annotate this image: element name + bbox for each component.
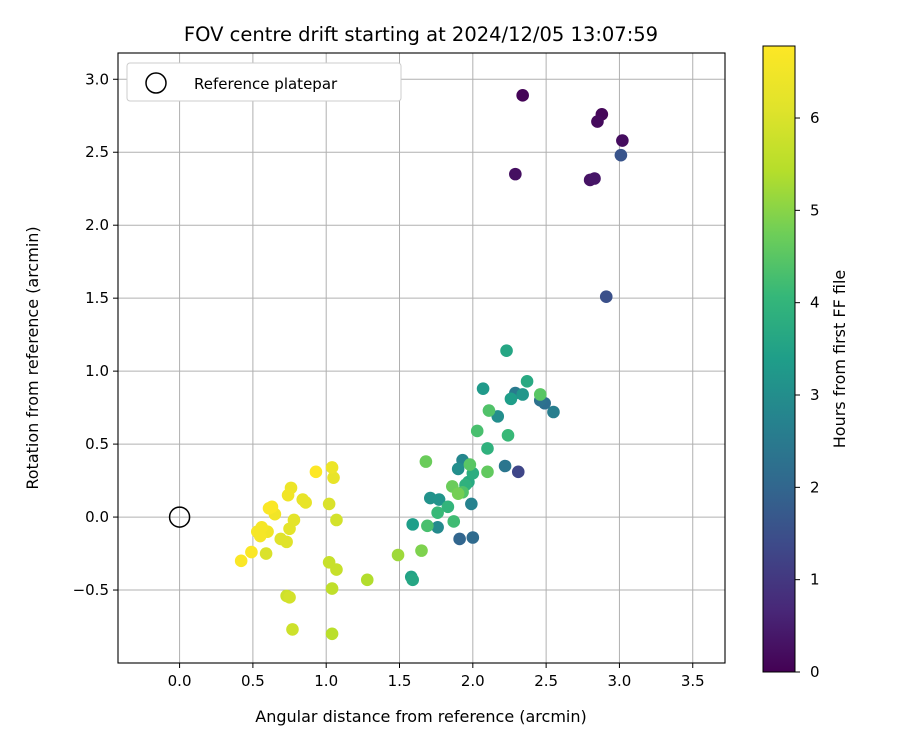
colorbar-tick-label: 0 [810, 663, 820, 681]
data-point [325, 627, 339, 641]
x-tick-label: 0.0 [168, 672, 192, 690]
legend-marker [145, 72, 167, 94]
data-point [501, 429, 515, 442]
data-point [287, 513, 301, 527]
data-point [431, 506, 444, 519]
data-point [330, 513, 343, 527]
data-point [431, 520, 444, 534]
data-point [415, 544, 428, 557]
y-axis-label: Rotation from reference (arcmin) [23, 226, 42, 489]
data-point [253, 529, 267, 543]
data-point [309, 465, 323, 479]
plot-frame [117, 52, 726, 664]
colorbar-label: Hours from first FF file [830, 270, 849, 449]
data-point [599, 290, 613, 304]
data-point [406, 573, 420, 587]
data-point [481, 465, 494, 479]
colorbar-tick-label: 2 [810, 478, 820, 496]
x-axis-ticks: 0.0 0.5 1.0 1.5 2.0 2.5 3.0 3.5 [168, 663, 705, 690]
colorbar-tick-label: 3 [810, 386, 820, 404]
colorbar-tick-label: 4 [810, 294, 820, 312]
data-point [476, 382, 490, 395]
y-tick-label: 0.5 [85, 435, 109, 453]
x-axis-label: Angular distance from reference (arcmin) [255, 707, 586, 726]
data-point [547, 405, 560, 419]
colorbar-tick-label: 1 [810, 571, 820, 589]
data-point [274, 532, 288, 546]
data-point [432, 493, 446, 506]
legend-label: Reference platepar [194, 75, 338, 93]
data-point [406, 518, 420, 531]
colorbar [762, 45, 796, 673]
data-point [327, 471, 340, 484]
colorbar-ticks: 0 1 2 3 4 5 6 [795, 109, 820, 681]
data-point [616, 134, 629, 147]
data-point [465, 497, 478, 511]
grid [118, 53, 725, 663]
y-tick-label: 1.0 [85, 362, 109, 380]
data-point [516, 89, 529, 102]
y-tick-label: 3.0 [85, 70, 109, 88]
x-tick-label: 1.0 [314, 672, 338, 690]
legend: Reference platepar [126, 62, 402, 102]
data-point [482, 404, 496, 417]
data-point [286, 623, 299, 636]
data-point [463, 458, 477, 471]
data-point [498, 459, 512, 473]
y-tick-label: 2.5 [85, 143, 109, 161]
colorbar-tick-label: 5 [810, 201, 820, 219]
data-point [511, 465, 525, 479]
data-point [520, 375, 534, 388]
data-point [283, 591, 296, 604]
data-point [234, 554, 248, 568]
y-tick-label: 1.5 [85, 289, 109, 307]
data-point [500, 344, 513, 358]
reference-marker [168, 506, 191, 528]
data-point [504, 392, 518, 406]
data-points [234, 89, 629, 641]
data-point [360, 573, 374, 587]
y-axis-ticks: −0.5 0.0 0.5 1.0 1.5 2.0 2.5 3.0 [73, 70, 118, 599]
data-point [509, 167, 522, 181]
data-point [470, 424, 484, 438]
data-point [451, 462, 465, 476]
x-tick-label: 2.5 [534, 672, 558, 690]
data-point [591, 115, 604, 128]
data-point [516, 388, 529, 401]
y-tick-label: −0.5 [73, 581, 109, 599]
x-tick-label: 2.0 [461, 672, 485, 690]
data-point [441, 500, 455, 514]
data-point [281, 488, 295, 502]
y-tick-label: 2.0 [85, 216, 109, 234]
data-point [265, 500, 279, 514]
data-point [325, 461, 339, 474]
data-point [451, 487, 465, 501]
x-tick-label: 1.5 [388, 672, 412, 690]
data-point [481, 442, 494, 455]
legend-box [126, 62, 402, 102]
data-point [419, 455, 433, 468]
data-point [325, 582, 339, 595]
x-tick-label: 0.5 [241, 672, 265, 690]
data-point [614, 148, 628, 162]
data-point [245, 545, 258, 559]
data-point [299, 496, 312, 509]
data-point [322, 556, 336, 569]
data-point [453, 532, 466, 546]
y-tick-label: 0.0 [85, 508, 109, 526]
data-point [447, 515, 461, 528]
data-point [259, 547, 273, 560]
data-point [322, 497, 336, 511]
chart-title: FOV centre drift starting at 2024/12/05 … [184, 23, 658, 46]
x-tick-label: 3.5 [681, 672, 705, 690]
colorbar-tick-label: 6 [810, 109, 820, 127]
data-point [466, 531, 480, 544]
data-point [391, 548, 405, 562]
data-point [588, 172, 601, 185]
data-point [421, 519, 434, 533]
data-point [533, 388, 547, 401]
x-tick-label: 3.0 [608, 672, 632, 690]
